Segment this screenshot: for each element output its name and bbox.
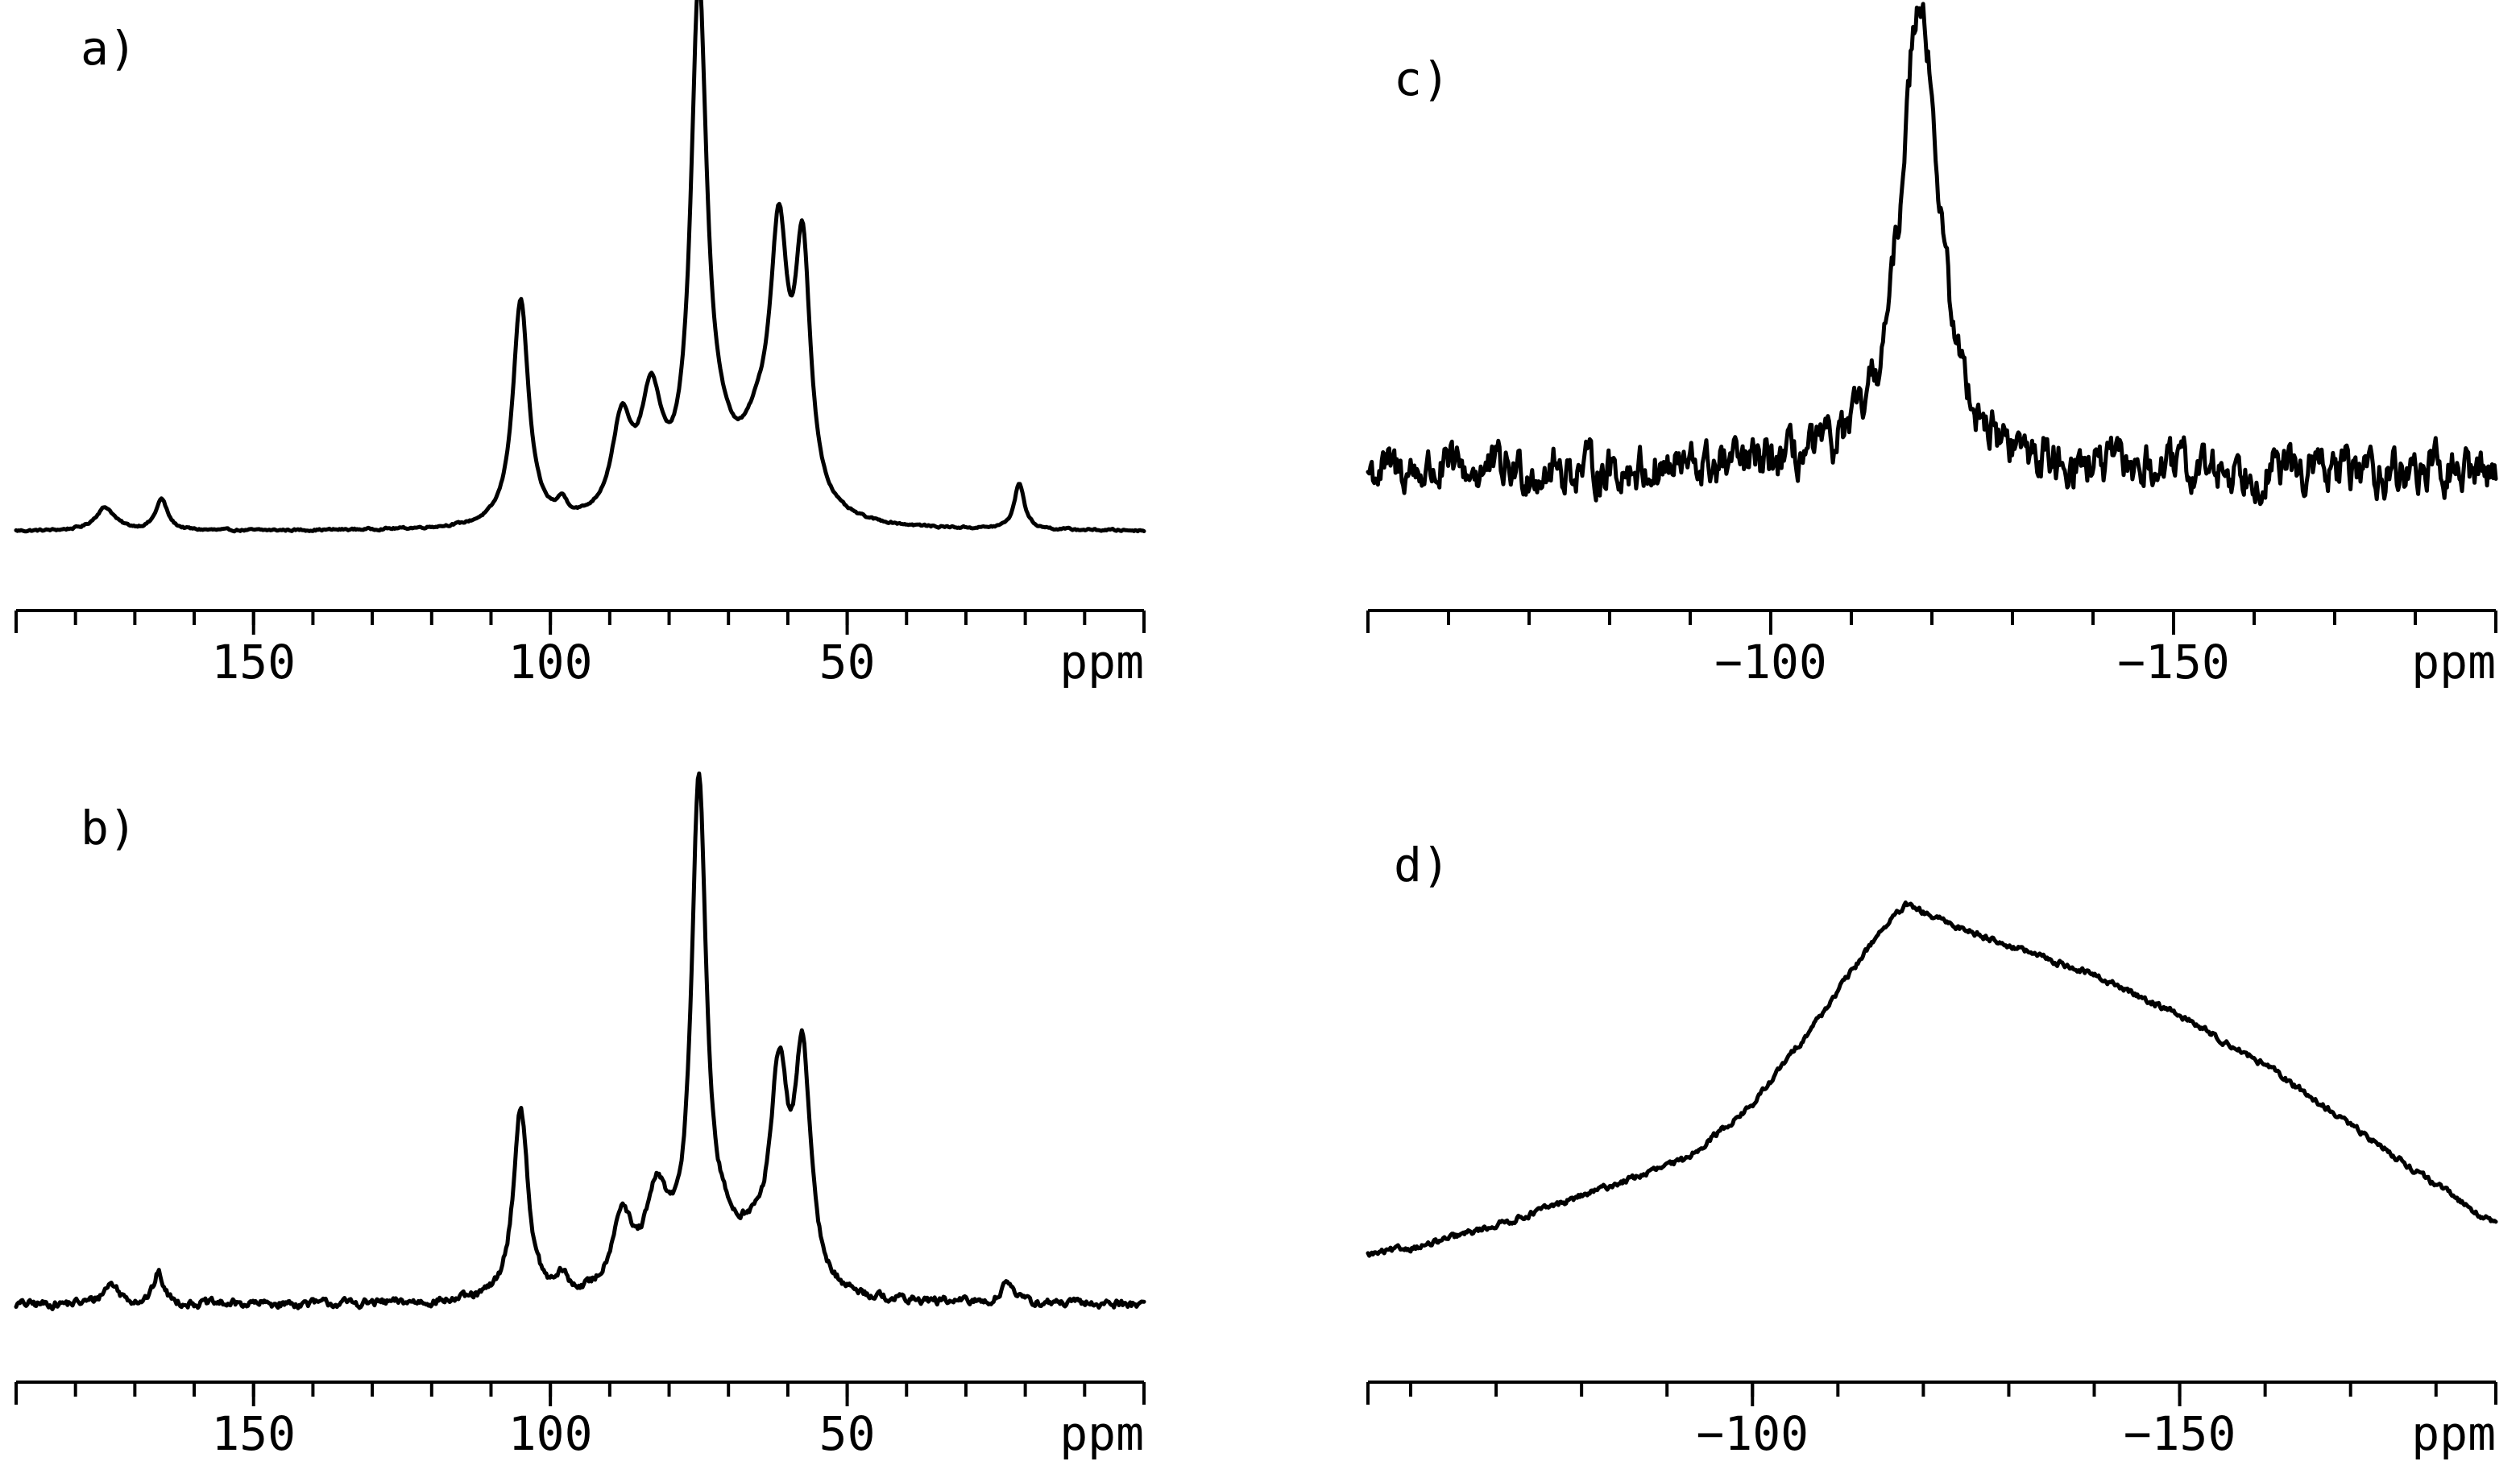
x-tick-label: 50 <box>819 635 876 689</box>
x-axis-unit-label: ppm <box>2411 1406 2496 1461</box>
x-tick-label: −100 <box>1714 635 1827 689</box>
x-tick-label: −100 <box>1696 1406 1809 1461</box>
panel-label: d) <box>1394 838 1450 892</box>
x-axis-unit-label: ppm <box>1059 1406 1144 1461</box>
panel-label: c) <box>1394 52 1450 106</box>
x-tick-label: −150 <box>2117 635 2230 689</box>
panel-d: d) −100 −150 ppm <box>1366 838 2498 1461</box>
x-axis-unit-label: ppm <box>2411 635 2496 689</box>
panel-label: a) <box>81 21 137 76</box>
x-tick-label: 150 <box>211 635 296 689</box>
x-axis-unit-label: ppm <box>1059 635 1144 689</box>
spectrum-line <box>14 771 1146 1311</box>
x-tick-label: 100 <box>508 635 593 689</box>
panel-a: a) 150 100 50 ppm <box>14 0 1146 689</box>
spectrum-line <box>14 0 1146 534</box>
panel-c: c) −100 −150 ppm <box>1366 2 2498 689</box>
x-tick-label: 100 <box>508 1406 593 1461</box>
x-tick-label: −150 <box>2124 1406 2236 1461</box>
spectrum-line <box>1366 2 2498 507</box>
spectrum-line <box>1366 900 2498 1258</box>
panel-b: b) 150 100 50 ppm <box>14 771 1146 1461</box>
panel-label: b) <box>81 801 137 855</box>
x-tick-label: 50 <box>819 1406 876 1461</box>
x-tick-label: 150 <box>211 1406 296 1461</box>
